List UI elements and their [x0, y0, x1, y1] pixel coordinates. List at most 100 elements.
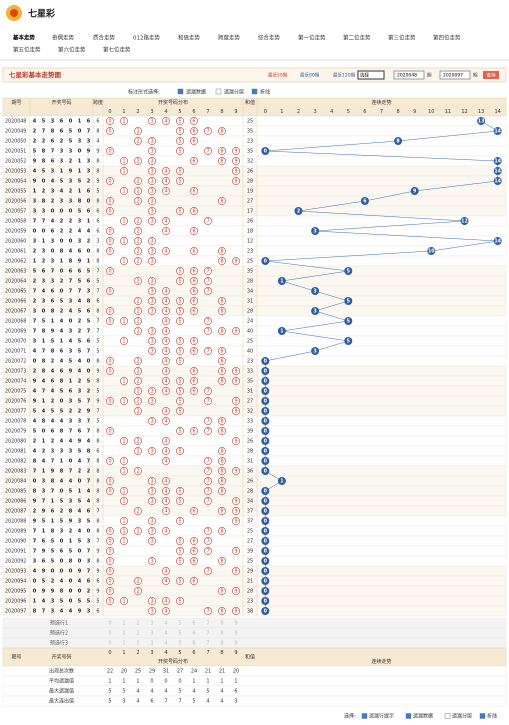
digit-ball — [148, 297, 156, 305]
preselect-digit[interactable]: 1 — [122, 641, 125, 647]
digit-ball — [176, 397, 184, 405]
recent-link[interactable]: 最近50期 — [268, 72, 288, 79]
nav-item[interactable]: 奇偶走势 — [52, 34, 75, 42]
preselect-digit[interactable]: 6 — [192, 641, 195, 647]
preselect-digit[interactable]: 9 — [234, 641, 237, 647]
number: 6 — [87, 339, 91, 345]
preselect-digit[interactable]: 7 — [206, 631, 209, 637]
nav-item[interactable]: 第六位走势 — [58, 46, 86, 54]
nav-item[interactable]: 跨度走势 — [218, 34, 241, 42]
preselect-row[interactable] — [2, 637, 507, 649]
checkbox[interactable] — [405, 713, 412, 719]
preselect-digit[interactable]: 5 — [178, 631, 181, 637]
option[interactable]: 遗漏分层 — [224, 89, 244, 96]
nav-item[interactable]: 质合走势 — [93, 34, 116, 42]
preselect-digit[interactable]: 5 — [178, 641, 181, 647]
digit-ball — [106, 587, 114, 595]
preselect-digit[interactable]: 7 — [206, 641, 209, 647]
nav-item[interactable]: 第七位走势 — [103, 46, 131, 54]
digit-ball — [190, 157, 198, 165]
recent-link[interactable]: 最近80期 — [300, 72, 320, 79]
number: 4 — [51, 389, 55, 395]
preselect-digit[interactable]: 2 — [136, 641, 139, 647]
digit-ball — [148, 487, 156, 495]
digit-ball-label: 4 — [164, 419, 167, 425]
preselect-digit[interactable]: 3 — [150, 621, 153, 627]
digit-header: 3 — [150, 109, 153, 115]
query-btn[interactable] — [483, 71, 499, 79]
nav-item[interactable]: 第四位走势 — [433, 34, 461, 42]
checkbox[interactable] — [361, 713, 368, 719]
preselect-digit[interactable]: 2 — [136, 631, 139, 637]
checkbox[interactable] — [444, 713, 451, 719]
digit-ball-label: 5 — [178, 209, 181, 215]
span: 6 — [96, 209, 99, 215]
number: 5 — [69, 129, 73, 135]
preselect-digit[interactable]: 9 — [234, 621, 237, 627]
preselect-digit[interactable]: 4 — [164, 621, 167, 627]
sum: 21 — [247, 579, 253, 585]
footer-option[interactable]: 折线 — [487, 713, 497, 720]
preselect-digit[interactable]: 9 — [234, 631, 237, 637]
preselect-digit[interactable]: 4 — [164, 641, 167, 647]
nav-item[interactable]: 第三位走势 — [388, 34, 416, 42]
digit-ball-label: 3 — [150, 489, 153, 495]
nav-item[interactable]: 综合走势 — [258, 34, 281, 42]
preselect-digit[interactable]: 4 — [164, 631, 167, 637]
footer-option[interactable]: 遗漏行提示 — [369, 713, 394, 720]
nav-item[interactable]: 012路走势 — [133, 34, 160, 42]
preselect-digit[interactable]: 6 — [192, 621, 195, 627]
to-input[interactable] — [439, 70, 471, 80]
footer-option[interactable]: 遗漏数据 — [413, 713, 433, 720]
preselect-digit[interactable]: 8 — [220, 621, 223, 627]
footer-option[interactable]: 遗漏分层 — [452, 713, 472, 720]
preselect-digit[interactable]: 3 — [150, 641, 153, 647]
checkbox[interactable] — [479, 713, 486, 719]
number: 8 — [60, 249, 64, 255]
digit-ball-label: 9 — [234, 609, 237, 615]
preselect-digit[interactable]: 0 — [108, 641, 111, 647]
nav-item[interactable]: 和值走势 — [178, 34, 201, 42]
query[interactable]: 查询 — [487, 72, 496, 79]
preselect-row[interactable] — [2, 627, 507, 639]
number: 3 — [33, 199, 37, 205]
nav-item[interactable]: 第一位走势 — [298, 34, 326, 42]
digit-ball — [176, 497, 184, 505]
checkbox[interactable] — [251, 88, 258, 95]
preselect-digit[interactable]: 1 — [122, 621, 125, 627]
nav-item[interactable]: 第五位走势 — [13, 46, 41, 54]
preselect-digit[interactable]: 0 — [108, 621, 111, 627]
digit-ball-label: 9 — [234, 549, 237, 555]
preselect-digit[interactable]: 2 — [136, 621, 139, 627]
preselect-digit[interactable]: 6 — [192, 631, 195, 637]
number: 6 — [60, 349, 64, 355]
option[interactable]: 遗漏数据 — [186, 89, 206, 96]
preselect-digit[interactable]: 7 — [206, 621, 209, 627]
preselect-digit[interactable]: 3 — [150, 631, 153, 637]
digit-ball — [204, 287, 212, 295]
option[interactable]: 折线 — [260, 89, 270, 96]
preselect-digit[interactable]: 0 — [108, 631, 111, 637]
digit-ball-label: 2 — [136, 299, 139, 305]
checkbox[interactable] — [177, 88, 184, 95]
from-input[interactable] — [393, 70, 425, 80]
digit-ball — [106, 577, 114, 585]
digit-ball — [204, 347, 212, 355]
number: 5 — [33, 269, 37, 275]
preselect-row[interactable] — [2, 617, 507, 629]
digit-ball — [106, 397, 114, 405]
recent-link[interactable]: 最近120期 — [333, 72, 356, 79]
number: 5 — [51, 549, 55, 555]
unit: 期 — [427, 73, 432, 79]
nav-item[interactable]: 基本走势 — [12, 34, 36, 42]
sum: 28 — [247, 279, 253, 285]
select[interactable]: 选择 — [360, 72, 369, 79]
preselect-digit[interactable]: 8 — [220, 631, 223, 637]
preselect-digit[interactable]: 5 — [178, 621, 181, 627]
digit-header: 5 — [178, 650, 181, 656]
checkbox[interactable] — [215, 88, 222, 95]
number: 0 — [78, 589, 82, 595]
preselect-digit[interactable]: 8 — [220, 641, 223, 647]
nav-item[interactable]: 第二位走势 — [343, 34, 371, 42]
preselect-digit[interactable]: 1 — [122, 631, 125, 637]
